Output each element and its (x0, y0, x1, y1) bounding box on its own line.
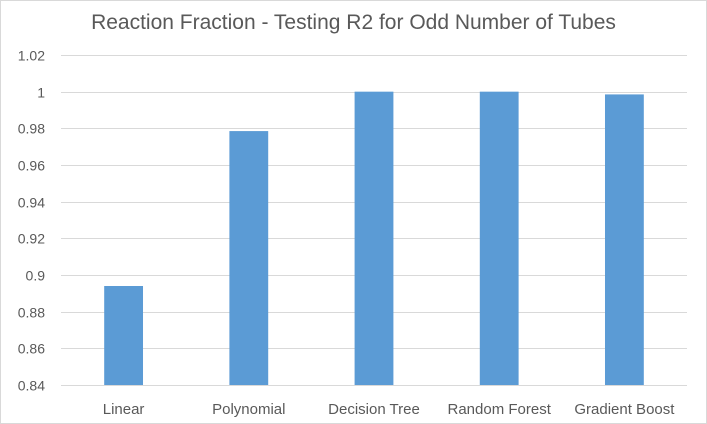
y-tick-label: 1 (37, 85, 45, 101)
bar-gradient-boost (604, 94, 644, 386)
y-tick-label: 0.92 (18, 231, 45, 247)
x-category-label: Decision Tree (328, 401, 420, 418)
y-tick-label: 0.9 (26, 268, 46, 284)
y-tick-label: 0.98 (18, 121, 45, 137)
chart-title: Reaction Fraction - Testing R2 for Odd N… (91, 11, 616, 34)
y-tick-label: 0.86 (18, 341, 45, 357)
bar-random-forest (479, 91, 519, 386)
y-tick-label: 0.88 (18, 305, 45, 321)
bar-polynomial (229, 131, 269, 385)
y-axis: 0.84 0.86 0.88 0.9 0.92 0.94 0.96 0.98 1 1.02 (18, 48, 45, 394)
bar-linear (104, 286, 144, 385)
y-tick-label: 0.96 (18, 158, 45, 174)
x-category-label: Linear (103, 401, 145, 418)
y-tick-label: 0.84 (18, 378, 45, 394)
x-category-label: Polynomial (212, 401, 285, 418)
y-tick-label: 1.02 (18, 48, 45, 64)
x-category-label: Random Forest (448, 401, 552, 418)
bar-decision-tree (354, 91, 394, 386)
y-tick-label: 0.94 (18, 195, 45, 211)
x-category-label: Gradient Boost (574, 401, 675, 418)
bars (104, 91, 644, 386)
x-axis: Linear Polynomial Decision Tree Random Fore… (103, 401, 676, 418)
